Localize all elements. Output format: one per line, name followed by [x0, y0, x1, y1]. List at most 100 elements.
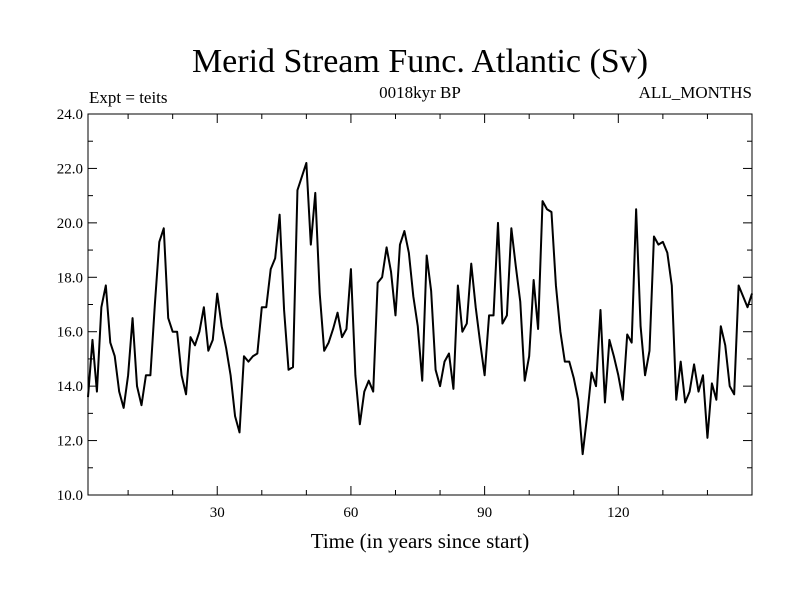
- series-group: [87, 161, 753, 456]
- data-point: [484, 374, 486, 376]
- series-line: [87, 161, 753, 456]
- data-point: [274, 257, 276, 259]
- data-point: [746, 306, 749, 308]
- data-point: [617, 374, 619, 376]
- data-point: [163, 227, 165, 229]
- data-point: [403, 230, 405, 232]
- data-point: [283, 309, 285, 311]
- data-point: [599, 309, 602, 311]
- data-point: [390, 271, 392, 273]
- data-point: [265, 306, 267, 308]
- data-point: [452, 388, 455, 390]
- data-point: [185, 393, 187, 395]
- data-point: [555, 284, 557, 287]
- x-axis-label: Time (in years since start): [311, 529, 530, 553]
- period-label: 0018kyr BP: [379, 83, 461, 102]
- data-point: [189, 336, 192, 338]
- data-point: [644, 374, 646, 376]
- data-point: [319, 293, 321, 295]
- data-point: [475, 306, 477, 308]
- data-point: [172, 331, 174, 333]
- data-point: [359, 423, 361, 425]
- data-point: [519, 301, 521, 303]
- y-tick-label: 16.0: [57, 325, 83, 341]
- data-point: [435, 369, 437, 371]
- x-tick-label: 90: [477, 505, 492, 521]
- y-axis: 10.0 12.0 14.0 16.0 18.0 20.0 22.0 24.0: [57, 107, 752, 504]
- data-point: [270, 268, 272, 270]
- data-point: [697, 390, 700, 393]
- data-point: [653, 235, 655, 238]
- data-point: [212, 339, 214, 341]
- y-tick-label: 10.0: [57, 488, 83, 504]
- data-point: [666, 252, 668, 254]
- data-point: [256, 352, 258, 355]
- data-point: [506, 314, 508, 316]
- data-point: [657, 244, 660, 246]
- data-point: [328, 342, 330, 344]
- y-tick-label: 12.0: [57, 434, 83, 450]
- data-point: [105, 284, 107, 287]
- data-point: [671, 284, 673, 287]
- x-tick-label: 60: [343, 505, 358, 521]
- data-point: [377, 282, 379, 284]
- data-point: [252, 355, 254, 357]
- data-point: [167, 317, 169, 319]
- data-point: [724, 344, 726, 346]
- data-point: [742, 295, 744, 297]
- data-point: [662, 241, 664, 243]
- data-point: [684, 401, 686, 404]
- data-point: [408, 252, 410, 254]
- data-point: [216, 293, 218, 295]
- data-point: [675, 399, 677, 401]
- data-point: [546, 208, 548, 210]
- data-point: [230, 374, 232, 376]
- data-point: [305, 162, 307, 164]
- data-point: [470, 263, 472, 265]
- data-point: [492, 314, 495, 316]
- data-point: [457, 284, 459, 287]
- data-point: [221, 325, 223, 327]
- data-point: [426, 254, 428, 257]
- data-point: [412, 295, 414, 297]
- data-point: [247, 361, 250, 363]
- data-point: [550, 211, 553, 213]
- data-point: [149, 374, 151, 376]
- data-point: [568, 361, 570, 363]
- data-point: [715, 399, 717, 401]
- months-label: ALL_MONTHS: [639, 83, 752, 102]
- data-point: [706, 437, 709, 439]
- data-point: [292, 366, 294, 368]
- data-point: [194, 344, 196, 346]
- data-point: [573, 377, 575, 379]
- data-point: [488, 314, 490, 316]
- data-point: [680, 361, 682, 363]
- data-point: [720, 325, 722, 327]
- data-point: [702, 374, 704, 376]
- data-point: [261, 306, 263, 308]
- x-tick-label: 120: [607, 505, 630, 521]
- data-point: [738, 284, 740, 287]
- data-point: [176, 331, 178, 333]
- data-point: [127, 374, 129, 376]
- data-point: [448, 352, 450, 355]
- data-point: [140, 404, 143, 406]
- data-point: [626, 333, 628, 336]
- data-point: [564, 361, 566, 363]
- data-point: [341, 336, 343, 338]
- data-point: [711, 382, 713, 385]
- data-point: [430, 290, 432, 292]
- data-point: [372, 390, 374, 393]
- y-tick-label: 22.0: [57, 161, 83, 177]
- data-point: [439, 385, 441, 387]
- data-point: [301, 175, 303, 178]
- chart-title: Merid Stream Func. Atlantic (Sv): [192, 43, 648, 80]
- data-point: [631, 342, 633, 344]
- data-point: [136, 385, 138, 387]
- y-tick-label: 20.0: [57, 216, 83, 232]
- data-point: [533, 279, 535, 281]
- data-point: [515, 265, 517, 267]
- data-point: [461, 331, 463, 333]
- data-point: [91, 339, 94, 341]
